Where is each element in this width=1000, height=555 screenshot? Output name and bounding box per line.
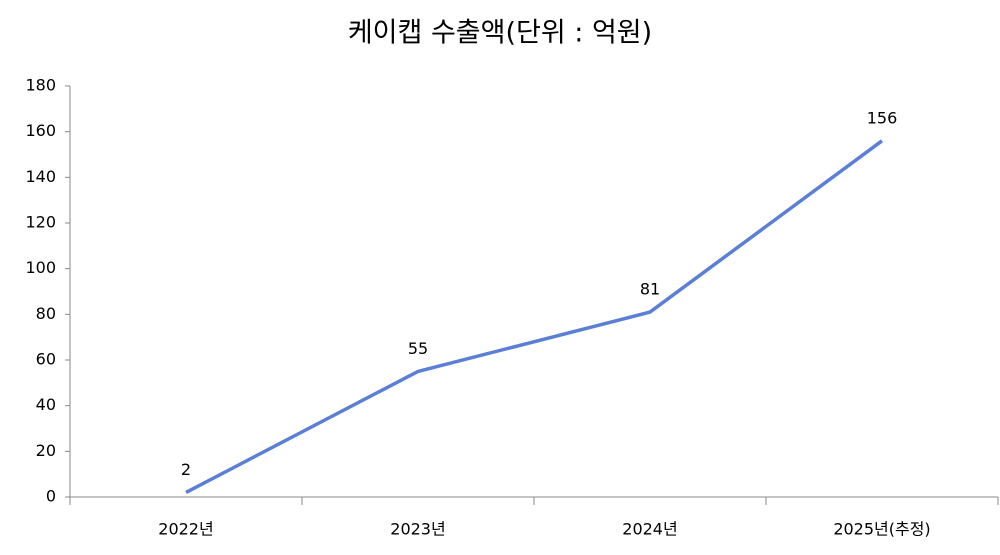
data-label: 81 — [640, 280, 660, 299]
data-label: 55 — [408, 339, 428, 358]
y-tick-label: 0 — [46, 487, 56, 506]
y-tick-label: 120 — [25, 213, 56, 232]
data-line — [185, 139, 884, 494]
data-label: 156 — [867, 108, 898, 127]
chart-title: 케이캡 수출액(단위 : 억원) — [348, 18, 652, 49]
y-tick-label: 160 — [25, 121, 56, 140]
x-tick-label: 2025년(추정) — [833, 520, 930, 539]
y-tick-label: 180 — [25, 76, 56, 95]
x-tick-label: 2023년 — [390, 520, 445, 539]
x-tick-label: 2022년 — [158, 520, 213, 539]
y-tick-label: 80 — [36, 304, 56, 323]
x-tick-label: 2024년 — [622, 520, 677, 539]
data-label: 2 — [181, 460, 191, 479]
y-tick-label: 140 — [25, 167, 56, 186]
y-tick-label: 60 — [36, 350, 56, 369]
y-tick-label: 100 — [25, 258, 56, 277]
y-tick-label: 20 — [36, 441, 56, 460]
y-tick-label: 40 — [36, 395, 56, 414]
